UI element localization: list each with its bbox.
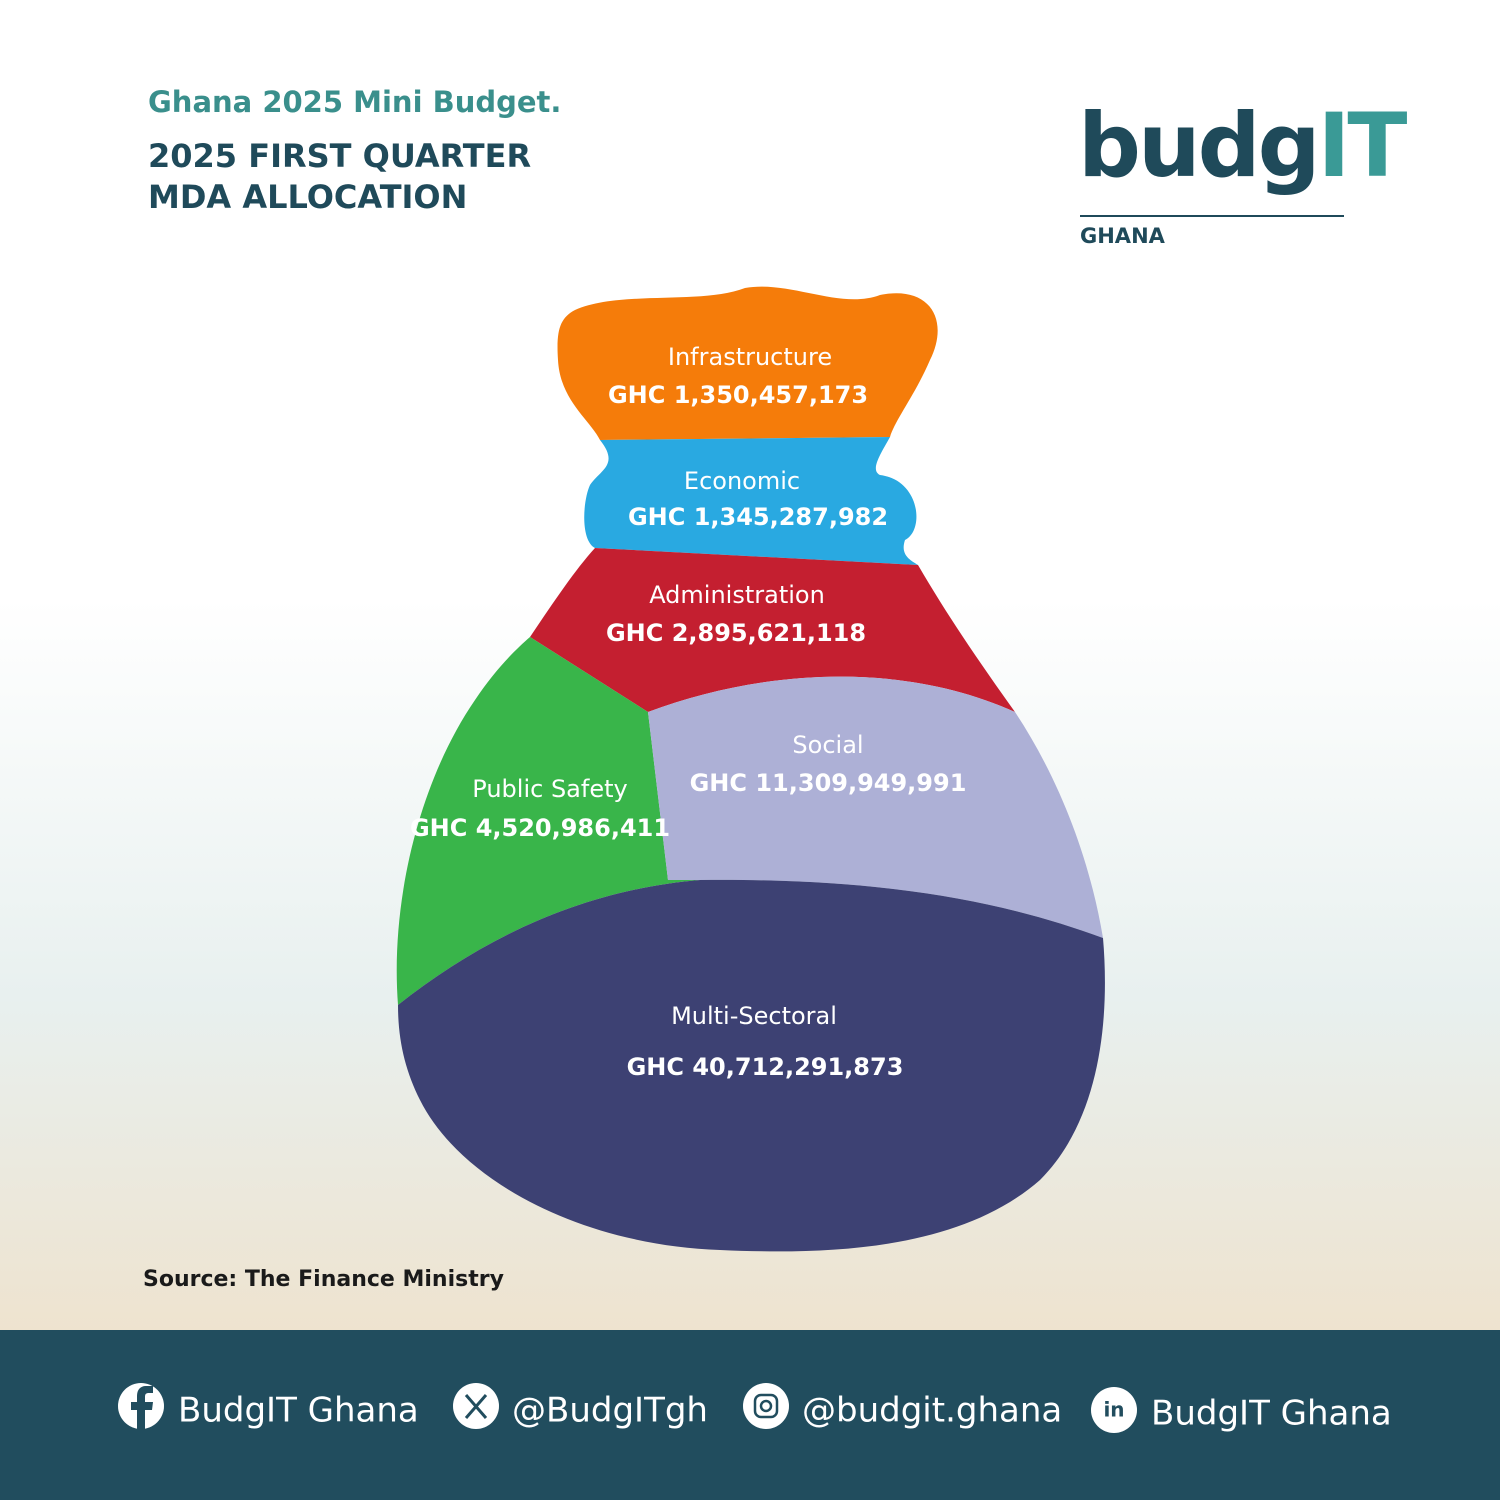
- segment-infrastructure: [557, 286, 938, 440]
- segment-public-safety: [396, 637, 700, 1005]
- footer-link[interactable]: BudgIT Ghana: [1151, 1394, 1392, 1434]
- logo-country: GHANA: [1080, 224, 1166, 248]
- segment-amount: GHC 1,345,287,982: [628, 503, 888, 531]
- segment-label: Infrastructure: [668, 343, 832, 371]
- source: Source: The Finance Ministry: [143, 1267, 504, 1292]
- footer-link[interactable]: BudgIT Ghana: [178, 1391, 419, 1431]
- segment-economic: [584, 437, 918, 565]
- title-line: MDA ALLOCATION: [148, 178, 467, 216]
- segment-label: Economic: [684, 467, 800, 495]
- segment-multi-sectoral: [398, 879, 1105, 1252]
- segment-label: Multi-Sectoral: [671, 1002, 837, 1030]
- segment-administration: [530, 548, 1015, 712]
- x-icon: [453, 1383, 499, 1429]
- linkedin-icon: in: [1091, 1387, 1137, 1433]
- title-line: 2025 FIRST QUARTER: [148, 137, 531, 175]
- segment-social: [648, 676, 1103, 938]
- segment-label: Public Safety: [472, 775, 627, 803]
- facebook-icon: [118, 1383, 164, 1430]
- footer-link[interactable]: @budgit.ghana: [802, 1391, 1062, 1431]
- segment-amount: GHC 4,520,986,411: [410, 814, 670, 842]
- logo: budgIT: [1078, 94, 1407, 197]
- segment-amount: GHC 40,712,291,873: [627, 1053, 904, 1081]
- footer-link[interactable]: @BudgITgh: [512, 1391, 708, 1431]
- logo-main: budg: [1078, 94, 1318, 197]
- segment-label: Administration: [649, 581, 825, 609]
- segment-label: Social: [792, 731, 863, 759]
- segment-amount: GHC 2,895,621,118: [606, 619, 866, 647]
- svg-text:in: in: [1103, 1398, 1124, 1422]
- logo-accent: IT: [1318, 94, 1408, 197]
- instagram-icon: [743, 1383, 789, 1429]
- segment-amount: GHC 11,309,949,991: [690, 769, 967, 797]
- subtitle: Ghana 2025 Mini Budget.: [148, 85, 561, 119]
- segment-amount: GHC 1,350,457,173: [608, 381, 868, 409]
